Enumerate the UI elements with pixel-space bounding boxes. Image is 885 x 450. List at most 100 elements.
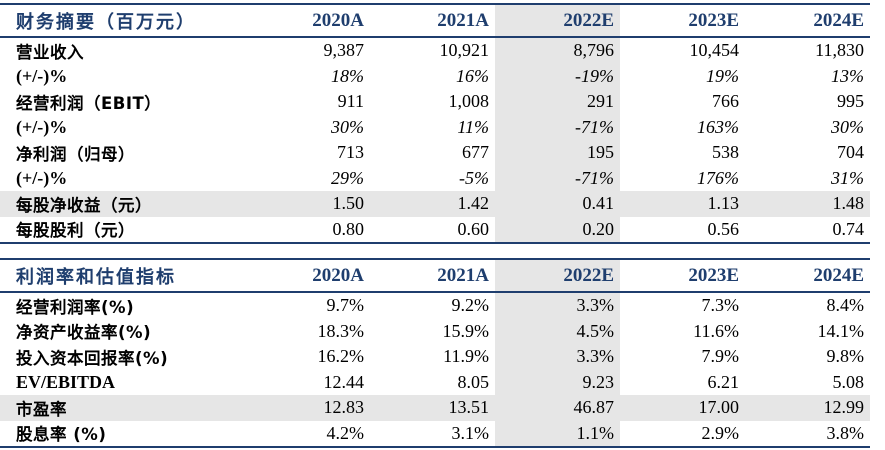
cell-value: 9.2% bbox=[451, 295, 490, 316]
cell-value: 995 bbox=[837, 91, 864, 112]
cell-value: 9,387 bbox=[323, 40, 365, 61]
cell-value: 10,454 bbox=[689, 40, 740, 61]
cell-value: 8.4% bbox=[826, 295, 865, 316]
cell-value: 0.80 bbox=[245, 216, 370, 244]
cell-value: 11,830 bbox=[815, 40, 864, 61]
table-row: (+/-)% 18% 16% -19% 19% 13% bbox=[0, 63, 870, 89]
cell-value: 1,008 bbox=[448, 91, 490, 112]
row-label: 净利润（归母） bbox=[16, 144, 135, 164]
table-row: 市盈率 12.83 13.51 46.87 17.00 12.99 bbox=[0, 395, 870, 421]
cell-value: 6.21 bbox=[707, 371, 740, 392]
table-header-row: 财务摘要（百万元） 2020A 2021A 2022E 2023E 2024E bbox=[0, 3, 870, 38]
table-row: (+/-)% 29% -5% -71% 176% 31% bbox=[0, 165, 870, 191]
cell-value: 163% bbox=[697, 116, 739, 137]
cell-value: 3.3% bbox=[495, 344, 620, 370]
cell-value: 3.1% bbox=[370, 420, 495, 448]
cell-value: 1.50 bbox=[245, 191, 370, 217]
cell-value: 11.9% bbox=[443, 346, 489, 367]
cell-value: 291 bbox=[495, 89, 620, 115]
cell-value: 8.05 bbox=[457, 371, 490, 392]
cell-value: 9.7% bbox=[326, 295, 365, 316]
table-row: 每股净收益（元） 1.50 1.42 0.41 1.13 1.48 bbox=[0, 191, 870, 217]
row-label: 市盈率 bbox=[0, 395, 245, 421]
cell-value: 1.48 bbox=[745, 191, 870, 217]
cell-value: 12.44 bbox=[323, 371, 365, 392]
cell-value: 766 bbox=[712, 91, 739, 112]
cell-value: 1.42 bbox=[370, 191, 495, 217]
cell-value: 12.83 bbox=[245, 395, 370, 421]
cell-value: 18% bbox=[331, 65, 364, 86]
year-header: 2020A bbox=[245, 3, 370, 38]
cell-value: 5.08 bbox=[832, 371, 865, 392]
year-header: 2023E bbox=[620, 258, 745, 293]
table-title: 财务摘要（百万元） bbox=[0, 3, 245, 38]
row-label: 投入资本回报率(%) bbox=[16, 348, 169, 368]
row-label: (+/-)% bbox=[16, 116, 68, 137]
cell-value: 176% bbox=[697, 167, 739, 188]
year-header: 2022E bbox=[495, 258, 620, 293]
cell-value: 9.8% bbox=[826, 346, 865, 367]
row-label: 每股股利（元） bbox=[0, 216, 245, 244]
profitability-valuation-table: 利润率和估值指标 2020A 2021A 2022E 2023E 2024E 经… bbox=[0, 258, 870, 448]
cell-value: -19% bbox=[495, 63, 620, 89]
cell-value: 1.1% bbox=[495, 420, 620, 448]
cell-value: 704 bbox=[837, 142, 864, 163]
cell-value: -71% bbox=[495, 114, 620, 140]
table-row: 经营利润（EBIT） 911 1,008 291 766 995 bbox=[0, 89, 870, 115]
cell-value: 19% bbox=[706, 65, 739, 86]
cell-value: 4.2% bbox=[245, 420, 370, 448]
cell-value: 8,796 bbox=[495, 37, 620, 64]
row-label: 经营利润（EBIT） bbox=[16, 93, 162, 113]
cell-value: 17.00 bbox=[620, 395, 745, 421]
cell-value: 30% bbox=[331, 116, 364, 137]
cell-value: 30% bbox=[831, 116, 864, 137]
cell-value: 911 bbox=[337, 91, 364, 112]
cell-value: 7.3% bbox=[701, 295, 740, 316]
table-header-row: 利润率和估值指标 2020A 2021A 2022E 2023E 2024E bbox=[0, 258, 870, 293]
cell-value: 3.3% bbox=[495, 292, 620, 319]
cell-value: 31% bbox=[831, 167, 864, 188]
cell-value: 15.9% bbox=[442, 320, 490, 341]
cell-value: 16.2% bbox=[317, 346, 365, 367]
row-label: 股息率 (%) bbox=[0, 420, 245, 448]
cell-value: 538 bbox=[712, 142, 739, 163]
cell-value: 0.41 bbox=[495, 191, 620, 217]
table-title: 利润率和估值指标 bbox=[0, 258, 245, 293]
cell-value: 0.60 bbox=[370, 216, 495, 244]
cell-value: 12.99 bbox=[745, 395, 870, 421]
financial-summary-table: 财务摘要（百万元） 2020A 2021A 2022E 2023E 2024E … bbox=[0, 3, 870, 244]
cell-value: 677 bbox=[462, 142, 489, 163]
row-label: (+/-)% bbox=[16, 167, 68, 188]
cell-value: 195 bbox=[495, 140, 620, 166]
row-label: 经营利润率(%) bbox=[16, 297, 135, 317]
year-header: 2022E bbox=[495, 3, 620, 38]
cell-value: 0.20 bbox=[495, 216, 620, 244]
cell-value: 14.1% bbox=[817, 320, 865, 341]
cell-value: 1.13 bbox=[620, 191, 745, 217]
cell-value: 11.6% bbox=[693, 320, 739, 341]
cell-value: 0.56 bbox=[620, 216, 745, 244]
cell-value: 29% bbox=[331, 167, 364, 188]
year-header: 2023E bbox=[620, 3, 745, 38]
cell-value: 3.8% bbox=[745, 420, 870, 448]
table-row: EV/EBITDA 12.44 8.05 9.23 6.21 5.08 bbox=[0, 369, 870, 395]
year-header: 2020A bbox=[245, 258, 370, 293]
cell-value: 13% bbox=[831, 65, 864, 86]
cell-value: 713 bbox=[337, 142, 364, 163]
year-header: 2021A bbox=[370, 258, 495, 293]
table-row: 每股股利（元） 0.80 0.60 0.20 0.56 0.74 bbox=[0, 216, 870, 244]
year-header: 2021A bbox=[370, 3, 495, 38]
table-row: 经营利润率(%) 9.7% 9.2% 3.3% 7.3% 8.4% bbox=[0, 292, 870, 319]
table-row: 股息率 (%) 4.2% 3.1% 1.1% 2.9% 3.8% bbox=[0, 420, 870, 448]
row-label: EV/EBITDA bbox=[16, 371, 116, 392]
table-row: 营业收入 9,387 10,921 8,796 10,454 11,830 bbox=[0, 37, 870, 64]
cell-value: 2.9% bbox=[620, 420, 745, 448]
cell-value: 0.74 bbox=[745, 216, 870, 244]
cell-value: 7.9% bbox=[701, 346, 740, 367]
row-label: (+/-)% bbox=[16, 65, 68, 86]
cell-value: 16% bbox=[456, 65, 489, 86]
table-row: 净资产收益率(%) 18.3% 15.9% 4.5% 11.6% 14.1% bbox=[0, 318, 870, 344]
table-row: 净利润（归母） 713 677 195 538 704 bbox=[0, 140, 870, 166]
cell-value: 9.23 bbox=[495, 369, 620, 395]
